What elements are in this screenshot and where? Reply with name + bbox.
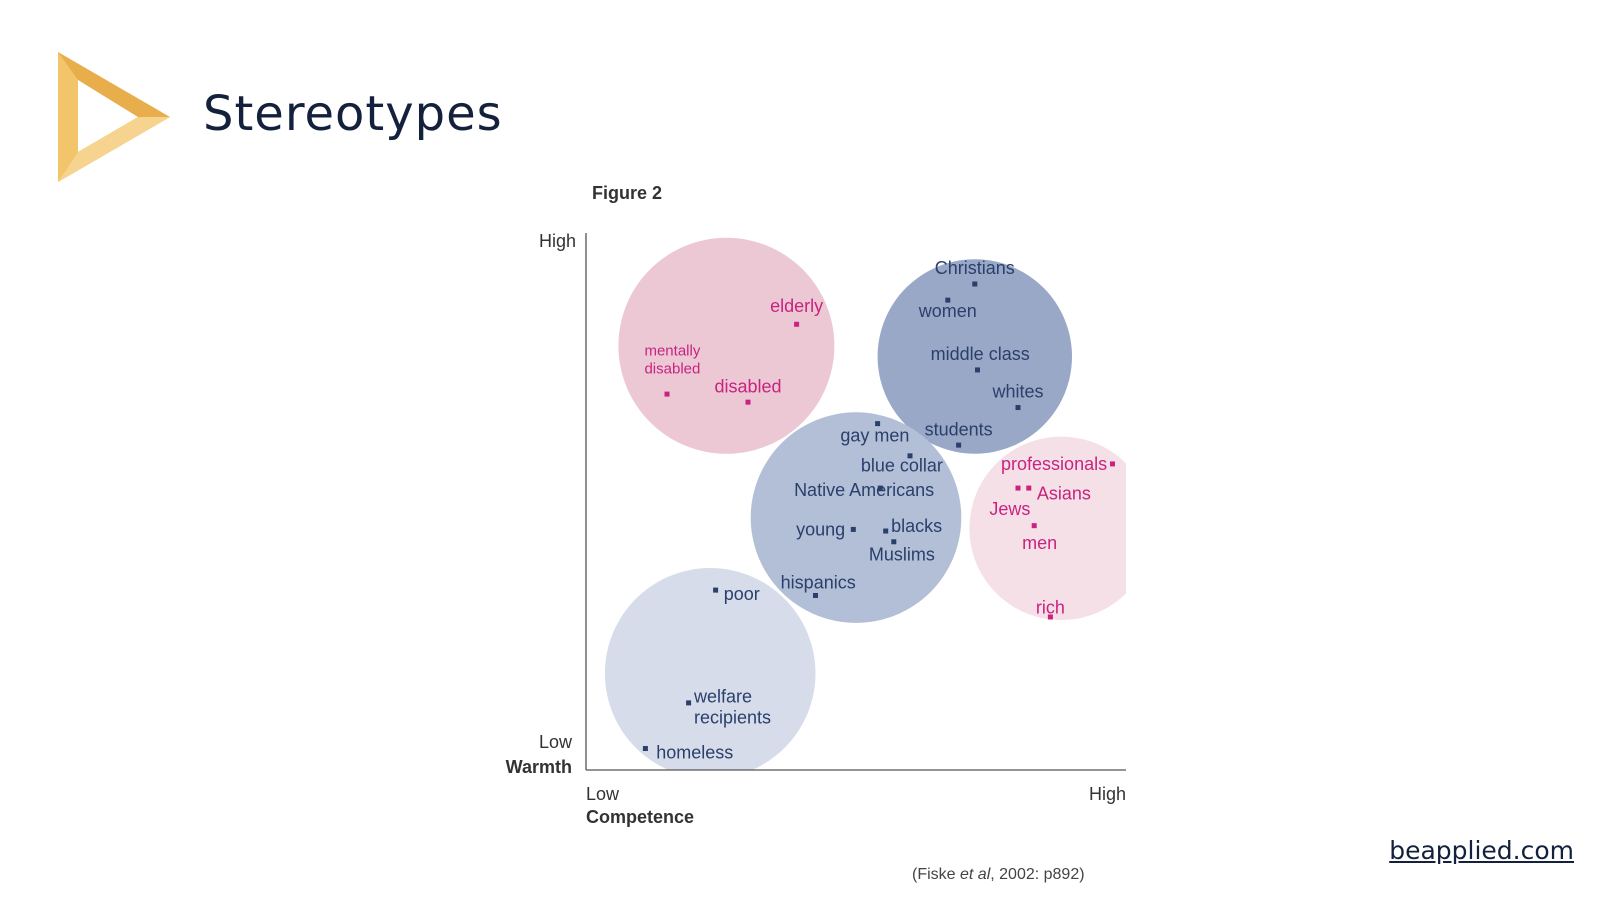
page-title: Stereotypes (203, 86, 503, 142)
x-axis-label: Competence (586, 807, 694, 827)
point-marker-blacks (883, 528, 889, 534)
point-label-native-americans: Native Americans (794, 480, 934, 500)
point-label-gay-men: gay men (840, 426, 909, 446)
point-marker-mentally-disabled (664, 391, 670, 397)
point-label-poor: poor (724, 584, 760, 604)
point-label-disabled: disabled (714, 376, 781, 396)
applied-logo-icon (58, 52, 170, 182)
point-marker-native-americans (877, 485, 883, 491)
point-marker-disabled (745, 399, 751, 405)
point-label-rich: rich (1036, 598, 1065, 618)
point-marker-men (1031, 523, 1037, 529)
point-marker-rich (1047, 614, 1053, 620)
point-marker-christians (972, 281, 978, 287)
point-label-men: men (1022, 533, 1057, 553)
website-link[interactable]: beapplied.com (1389, 836, 1574, 865)
x-tick-high: High (1089, 784, 1126, 804)
point-label-blacks: blacks (891, 516, 942, 536)
y-tick-low: Low (539, 732, 573, 752)
cluster-circle-5 (604, 568, 816, 770)
point-marker-poor (713, 587, 719, 593)
point-marker-gay-men (875, 421, 881, 427)
y-axis-label: Warmth (506, 757, 572, 777)
point-marker-asians (1026, 485, 1032, 491)
x-tick-low: Low (586, 784, 620, 804)
point-marker-jews (1015, 485, 1021, 491)
point-marker-homeless (642, 746, 648, 752)
point-label-blue-collar: blue collar (861, 455, 943, 475)
cluster-circle-1 (618, 237, 835, 454)
point-marker-professionals (1110, 461, 1115, 467)
point-label-women: women (918, 301, 977, 321)
point-label-professionals: professionals (1001, 454, 1107, 474)
point-label-jews: Jews (989, 499, 1030, 519)
figure-label: Figure 2 (592, 183, 663, 203)
point-marker-muslims (891, 539, 897, 545)
point-marker-blue-collar (907, 453, 913, 459)
stereotype-content-chart: High Low Warmth Low High Competence elderly men… (506, 231, 1126, 827)
point-label-middle-class: middle class (931, 344, 1030, 364)
point-marker-middle-class (975, 367, 980, 373)
point-label-welfare-recipients: welfare recipients (693, 686, 771, 727)
point-marker-welfare-recipients (686, 700, 692, 706)
point-label-mentally-disabled: mentally disabled (644, 342, 700, 377)
point-marker-hispanics (813, 592, 818, 598)
point-label-muslims: Muslims (869, 544, 935, 564)
citation-italic: et al (960, 866, 991, 883)
point-label-homeless: homeless (656, 743, 733, 763)
point-label-hispanics: hispanics (781, 572, 856, 592)
point-label-elderly: elderly (770, 296, 823, 316)
point-label-asians: Asians (1037, 484, 1091, 504)
cluster-circle-3 (750, 412, 962, 623)
point-marker-elderly (794, 321, 800, 327)
point-label-students: students (925, 419, 993, 439)
point-label-whites: whites (991, 382, 1043, 402)
y-tick-high: High (539, 231, 576, 251)
cluster-layer (604, 237, 1126, 770)
point-marker-women (945, 297, 951, 303)
point-label-christians: Christians (935, 258, 1015, 278)
cluster-circle-4 (969, 436, 1126, 621)
cluster-circle-2 (877, 259, 1072, 454)
point-marker-students (956, 442, 962, 448)
point-label-young: young (796, 520, 845, 540)
citation: (Fiske et al, 2002: p892) (912, 866, 1085, 883)
point-marker-whites (1015, 405, 1021, 411)
point-marker-young (850, 526, 856, 532)
